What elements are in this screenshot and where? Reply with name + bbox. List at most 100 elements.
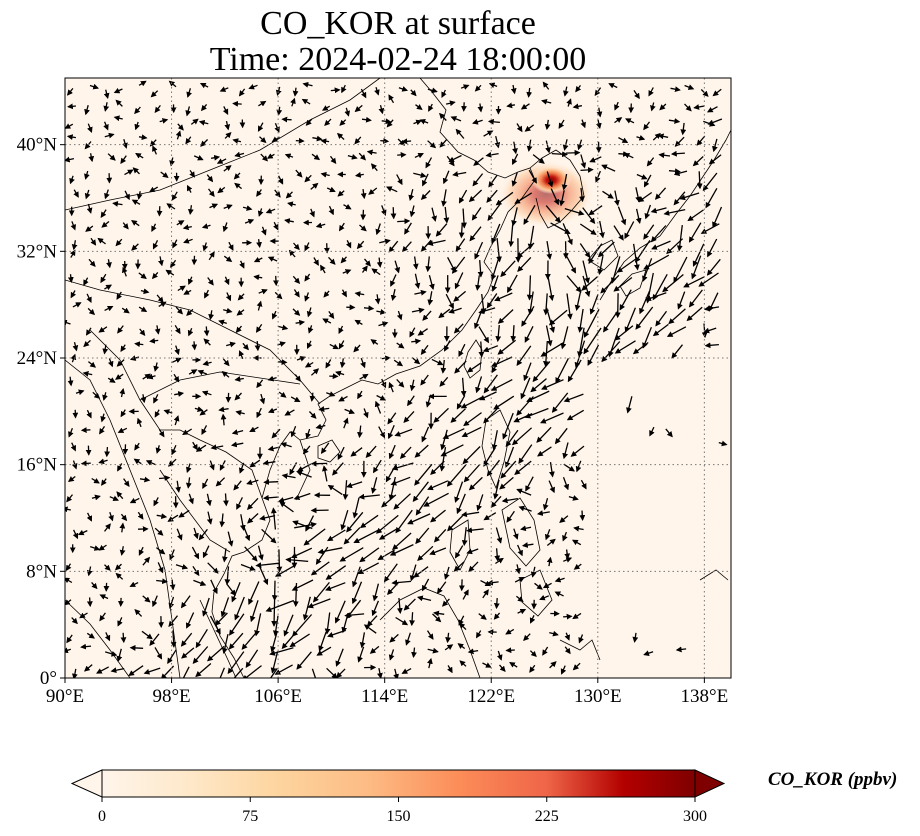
wind-arrow	[290, 97, 296, 107]
wind-arrow	[206, 174, 214, 183]
wind-arrow	[430, 460, 445, 476]
wind-arrow	[174, 345, 180, 356]
wind-arrow	[65, 506, 71, 513]
wind-arrow	[447, 515, 464, 532]
wind-arrow	[220, 597, 230, 618]
wind-arrow	[425, 157, 433, 169]
wind-arrow	[65, 319, 71, 326]
wind-arrow	[472, 173, 484, 187]
wind-arrow	[528, 169, 537, 184]
wind-arrow	[575, 460, 582, 473]
wind-arrow	[635, 208, 642, 225]
wind-arrow	[649, 426, 655, 437]
wind-arrow	[368, 187, 378, 195]
wind-arrow	[461, 102, 467, 112]
wind-arrow	[421, 426, 430, 443]
wind-arrow	[207, 645, 225, 662]
wind-arrow	[135, 152, 144, 159]
wind-arrow	[548, 309, 568, 326]
wind-arrow	[515, 564, 521, 575]
wind-arrow	[386, 119, 394, 128]
wind-arrow	[546, 538, 556, 547]
wind-arrow	[663, 208, 686, 216]
wind-arrow	[96, 666, 110, 674]
wind-arrow	[579, 223, 597, 235]
wind-arrow	[577, 308, 584, 333]
wind-arrow	[233, 480, 242, 491]
wind-arrow	[152, 595, 158, 608]
wind-arrow	[454, 272, 464, 290]
wind-arrow	[560, 665, 567, 675]
wind-arrow	[415, 104, 423, 110]
wind-arrow	[693, 104, 705, 110]
wind-arrow	[446, 464, 467, 487]
wind-arrow	[339, 358, 346, 369]
wind-arrow	[202, 597, 210, 617]
wind-arrow	[564, 646, 571, 655]
wind-arrow	[249, 459, 261, 468]
wind-arrow	[650, 225, 667, 243]
wind-arrow	[219, 667, 226, 678]
wind-arrow	[517, 608, 527, 615]
wind-arrow	[106, 259, 112, 269]
wind-arrow	[683, 276, 705, 288]
wind-arrow	[386, 186, 398, 193]
wind-arrow	[580, 479, 587, 490]
wind-arrow	[409, 205, 416, 218]
wind-arrow	[366, 615, 378, 627]
wind-arrow	[389, 633, 399, 643]
wind-arrow	[505, 628, 515, 635]
colorbar-label: CO_KOR (ppbv)	[768, 769, 898, 790]
wind-arrow	[234, 151, 245, 158]
wind-arrow	[171, 444, 177, 456]
wind-arrow	[520, 525, 532, 532]
wind-arrow	[462, 589, 469, 600]
wind-arrow	[445, 100, 456, 107]
wind-arrow	[361, 265, 368, 273]
wind-arrow	[420, 374, 429, 386]
wind-arrow	[166, 203, 176, 210]
wind-arrow	[82, 371, 93, 377]
wind-arrow	[86, 512, 92, 522]
wind-arrow	[507, 274, 518, 294]
wind-arrow	[415, 496, 430, 516]
wind-arrow	[505, 647, 515, 654]
wind-arrow	[98, 544, 107, 551]
wind-arrow	[115, 238, 123, 247]
wind-arrow	[150, 90, 159, 98]
colorbar-tick-label: 225	[535, 808, 559, 825]
wind-arrow	[185, 477, 192, 489]
wind-arrow	[310, 561, 330, 576]
wind-arrow	[70, 290, 77, 299]
wind-arrow	[413, 172, 427, 178]
wind-arrow	[712, 138, 718, 153]
wind-arrow	[409, 379, 416, 392]
wind-arrow	[473, 157, 484, 166]
wind-arrow	[428, 275, 435, 291]
wind-arrow	[191, 546, 200, 560]
wind-arrow	[100, 209, 107, 218]
wind-arrow	[67, 103, 76, 110]
wind-arrow	[563, 557, 573, 563]
wind-arrow	[285, 191, 293, 199]
wind-arrow	[168, 596, 175, 610]
wind-arrow	[486, 293, 498, 309]
wind-arrow	[80, 427, 91, 433]
wind-arrow	[354, 291, 365, 297]
lon-tick-label: 106°E	[254, 686, 302, 707]
wind-arrow	[461, 208, 467, 229]
wind-arrow	[372, 583, 380, 602]
wind-arrow	[97, 237, 106, 245]
wind-arrow	[86, 566, 93, 577]
wind-arrow	[360, 189, 367, 200]
wind-arrow	[543, 293, 549, 316]
wind-arrow	[274, 123, 280, 133]
wind-arrow	[284, 218, 294, 224]
wind-arrow	[339, 547, 364, 562]
wind-arrow	[99, 426, 106, 435]
wind-arrow	[131, 199, 141, 206]
wind-arrow	[225, 292, 232, 302]
wind-arrow	[511, 172, 518, 187]
wind-arrow	[502, 412, 514, 440]
wind-arrow	[322, 318, 332, 324]
